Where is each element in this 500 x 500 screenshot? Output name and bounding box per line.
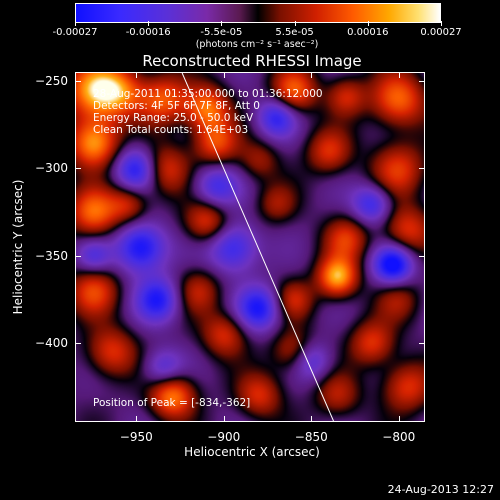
solar-limb-line [181, 73, 334, 421]
y-axis-tick [419, 255, 425, 257]
colorbar-tick-label: -0.00027 [52, 27, 98, 38]
x-axis-tick-label: −800 [382, 430, 416, 444]
time-range-label: 28-Aug-2011 01:35:00.000 to 01:36:12.000 [93, 88, 323, 100]
x-axis-tick [136, 72, 138, 78]
colorbar-units-label: (photons cm⁻² s⁻¹ asec⁻²) [195, 39, 319, 50]
y-axis-tick-label: −300 [35, 161, 68, 176]
x-axis-tick [223, 72, 225, 78]
x-axis-tick-label: −900 [207, 430, 241, 444]
y-axis-tick [419, 343, 425, 345]
y-axis-tick [75, 343, 81, 345]
x-axis-title: Heliocentric X (arcsec) [184, 445, 320, 459]
colorbar-tick [221, 21, 223, 26]
y-axis-tick [75, 80, 81, 82]
x-axis-tick [398, 416, 400, 422]
x-axis-tick-label: −950 [119, 430, 153, 444]
y-axis-tick [419, 168, 425, 170]
colorbar-tick [294, 21, 296, 26]
x-axis-tick [223, 416, 225, 422]
y-axis-tick-label: −250 [35, 73, 68, 88]
y-axis-tick [75, 255, 81, 257]
heatmap-image [76, 73, 424, 421]
peak-position-label: Position of Peak = [-834,-362] [93, 397, 251, 409]
colorbar [75, 3, 441, 23]
colorbar-tick-label: 0.00016 [347, 27, 389, 38]
detectors-label: Detectors: 4F 5F 6F 7F 8F, Att 0 [93, 100, 260, 112]
total-counts-label: Clean Total counts: 1.64E+03 [93, 124, 249, 136]
colorbar-tick-label: -5.5e-05 [200, 27, 243, 38]
x-axis-tick [311, 416, 313, 422]
x-axis-tick [136, 416, 138, 422]
y-axis-tick [75, 168, 81, 170]
colorbar-tick [367, 21, 369, 26]
timestamp: 24-Aug-2013 12:27 [387, 483, 494, 496]
colorbar-tick-label: 0.00027 [420, 27, 462, 38]
y-axis-tick [419, 80, 425, 82]
x-axis-tick [398, 72, 400, 78]
colorbar-tick-label: -0.00016 [125, 27, 171, 38]
x-axis-tick [311, 72, 313, 78]
y-axis-tick-label: −350 [35, 248, 68, 263]
limb-line-path [181, 73, 334, 421]
x-axis-tick-label: −850 [294, 430, 328, 444]
energy-range-label: Energy Range: 25.0 - 50.0 keV [93, 112, 254, 124]
colorbar-tick [75, 21, 76, 26]
plot-title: Reconstructed RHESSI Image [142, 52, 362, 70]
y-axis-title: Heliocentric Y (arcsec) [11, 179, 25, 315]
plot-area [75, 72, 425, 422]
colorbar-tick [148, 21, 150, 26]
y-axis-tick-label: −400 [35, 336, 68, 351]
colorbar-tick-label: 5.5e-05 [275, 27, 314, 38]
colorbar-tick [441, 21, 442, 26]
